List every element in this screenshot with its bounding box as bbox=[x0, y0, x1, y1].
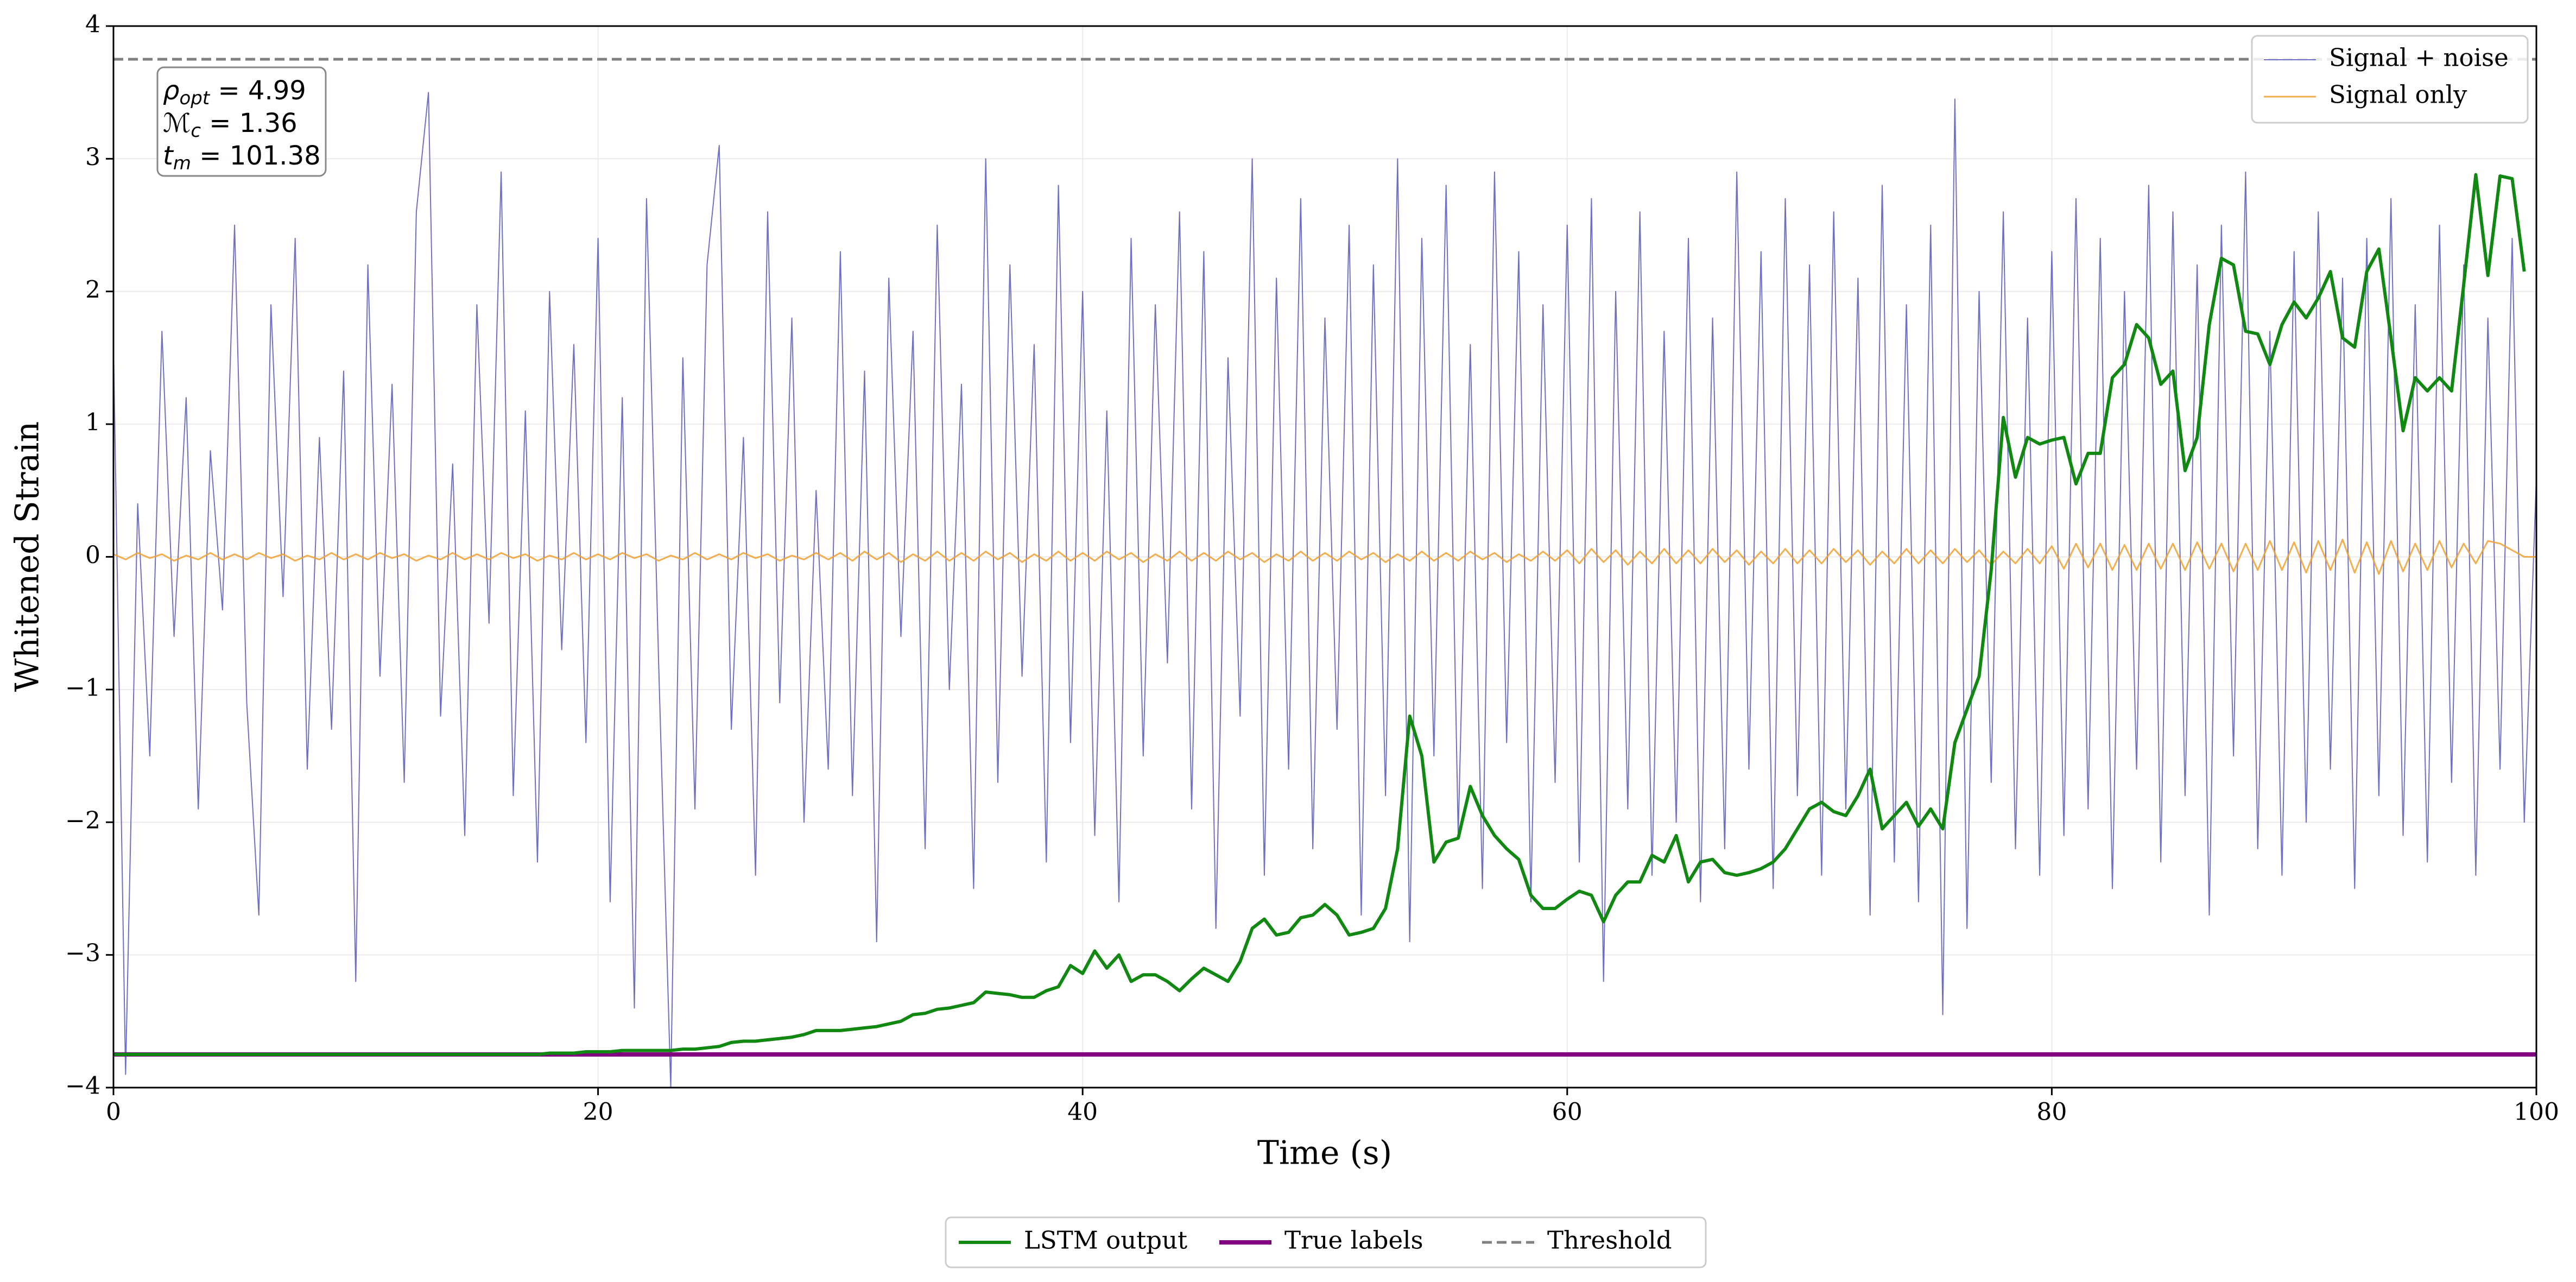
x-axis-label: Time (s) bbox=[1257, 1134, 1392, 1172]
y-tick-label: −3 bbox=[65, 939, 100, 967]
annotation: tm = 101.38 bbox=[163, 141, 321, 174]
x-tick-label: 20 bbox=[583, 1098, 613, 1126]
annotation: ρopt = 4.99 bbox=[163, 75, 306, 109]
annotation-text: = 101.38 bbox=[191, 141, 321, 171]
annotation-text: = 4.99 bbox=[210, 75, 306, 106]
annotation-subscript: opt bbox=[179, 87, 210, 109]
y-tick-label: 0 bbox=[85, 541, 100, 569]
annotation-box bbox=[156, 66, 327, 177]
legend-label: Threshold bbox=[1547, 1226, 1672, 1255]
legend-box bbox=[945, 1216, 1707, 1268]
y-tick-label: 2 bbox=[85, 276, 100, 304]
legend-label: LSTM output bbox=[1024, 1226, 1187, 1255]
legend-label: True labels bbox=[1284, 1226, 1423, 1255]
x-tick-label: 80 bbox=[2036, 1098, 2067, 1126]
legend-box bbox=[2251, 35, 2529, 124]
annotation-symbol: t bbox=[163, 141, 174, 171]
x-tick-label: 40 bbox=[1067, 1098, 1098, 1126]
y-axis-label: Whitened Strain bbox=[9, 421, 47, 692]
annotation-subscript: m bbox=[173, 153, 191, 174]
annotation-text: = 1.36 bbox=[201, 108, 298, 138]
x-tick-label: 100 bbox=[2514, 1098, 2559, 1126]
annotation-subscript: c bbox=[191, 120, 201, 142]
x-tick-label: 0 bbox=[106, 1098, 121, 1126]
annotation-symbol: ℳ bbox=[163, 108, 191, 138]
legend-label: Signal + noise bbox=[2329, 43, 2509, 72]
series-line bbox=[113, 173, 2526, 1056]
y-tick-label: −1 bbox=[65, 674, 100, 702]
y-tick-label: −4 bbox=[65, 1072, 100, 1100]
series-line bbox=[113, 92, 2536, 1088]
annotation-symbol: ρ bbox=[163, 75, 179, 106]
y-tick-label: 1 bbox=[85, 409, 100, 437]
annotation: ℳc = 1.36 bbox=[163, 108, 298, 142]
y-tick-label: 3 bbox=[85, 143, 100, 171]
y-tick-label: 4 bbox=[85, 11, 100, 39]
legend-label: Signal only bbox=[2329, 80, 2467, 109]
x-tick-label: 60 bbox=[1552, 1098, 1583, 1126]
series-line bbox=[113, 539, 2536, 575]
y-tick-label: −2 bbox=[65, 807, 100, 835]
